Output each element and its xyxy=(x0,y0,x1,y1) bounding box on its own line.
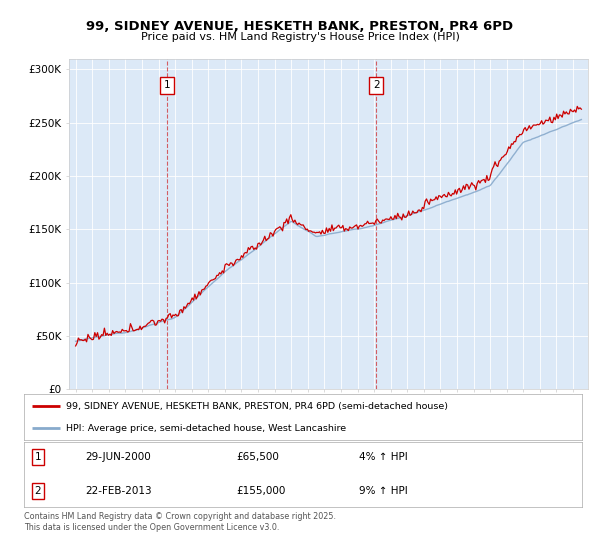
Text: 29-JUN-2000: 29-JUN-2000 xyxy=(85,452,151,462)
Text: 99, SIDNEY AVENUE, HESKETH BANK, PRESTON, PR4 6PD: 99, SIDNEY AVENUE, HESKETH BANK, PRESTON… xyxy=(86,20,514,32)
Text: 2: 2 xyxy=(373,81,380,91)
Text: 22-FEB-2013: 22-FEB-2013 xyxy=(85,486,152,496)
Text: £155,000: £155,000 xyxy=(236,486,286,496)
Text: 1: 1 xyxy=(35,452,41,462)
Text: 9% ↑ HPI: 9% ↑ HPI xyxy=(359,486,407,496)
Text: HPI: Average price, semi-detached house, West Lancashire: HPI: Average price, semi-detached house,… xyxy=(66,423,346,433)
Text: 4% ↑ HPI: 4% ↑ HPI xyxy=(359,452,407,462)
Text: Contains HM Land Registry data © Crown copyright and database right 2025.
This d: Contains HM Land Registry data © Crown c… xyxy=(24,512,336,532)
Text: £65,500: £65,500 xyxy=(236,452,279,462)
Text: 2: 2 xyxy=(35,486,41,496)
Text: 1: 1 xyxy=(163,81,170,91)
Text: Price paid vs. HM Land Registry's House Price Index (HPI): Price paid vs. HM Land Registry's House … xyxy=(140,32,460,43)
Text: 99, SIDNEY AVENUE, HESKETH BANK, PRESTON, PR4 6PD (semi-detached house): 99, SIDNEY AVENUE, HESKETH BANK, PRESTON… xyxy=(66,402,448,410)
